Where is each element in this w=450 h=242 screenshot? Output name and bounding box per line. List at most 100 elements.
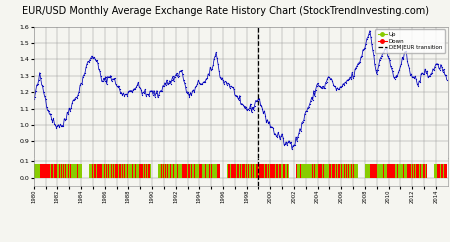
Bar — [255, 165, 256, 178]
Bar — [181, 165, 182, 178]
Bar — [241, 165, 242, 178]
Bar — [135, 165, 136, 178]
Bar — [275, 165, 276, 178]
Bar — [84, 165, 85, 178]
Bar — [58, 165, 59, 178]
Bar — [302, 165, 303, 178]
Bar — [444, 165, 445, 178]
Bar — [234, 165, 235, 178]
Bar — [76, 165, 77, 178]
Bar — [239, 165, 240, 178]
Bar — [62, 165, 63, 178]
Bar — [288, 165, 289, 178]
Bar — [398, 165, 399, 178]
Bar — [371, 165, 372, 178]
Bar — [197, 165, 198, 178]
Bar — [276, 165, 277, 178]
Bar — [299, 165, 300, 178]
Bar — [417, 165, 418, 178]
Bar — [85, 165, 86, 178]
Bar — [157, 165, 158, 178]
Bar — [153, 165, 154, 178]
Bar — [167, 165, 168, 178]
Bar — [131, 165, 132, 178]
Bar — [394, 165, 395, 178]
Bar — [285, 165, 286, 178]
Bar — [186, 165, 187, 178]
Bar — [45, 165, 46, 178]
Bar — [206, 165, 207, 178]
Bar — [188, 165, 189, 178]
Bar — [263, 165, 264, 178]
Bar — [51, 165, 52, 178]
Bar — [268, 165, 269, 178]
Bar — [407, 165, 408, 178]
Bar — [123, 165, 124, 178]
Bar — [42, 165, 43, 178]
Bar — [163, 165, 164, 178]
Bar — [264, 165, 265, 178]
Bar — [44, 165, 45, 178]
Bar — [75, 165, 76, 178]
Bar — [102, 165, 103, 178]
Bar — [319, 165, 320, 178]
Bar — [343, 165, 344, 178]
Bar — [374, 165, 375, 178]
Bar — [169, 165, 170, 178]
Bar — [71, 165, 72, 178]
Bar — [399, 165, 400, 178]
Bar — [49, 165, 50, 178]
Bar — [338, 165, 339, 178]
Bar — [195, 165, 196, 178]
Bar — [436, 165, 437, 178]
Bar — [266, 165, 267, 178]
Bar — [423, 165, 424, 178]
Bar — [196, 165, 197, 178]
Bar — [320, 165, 321, 178]
Bar — [66, 165, 67, 178]
Bar — [54, 165, 55, 178]
Bar — [389, 165, 390, 178]
Bar — [277, 165, 278, 178]
Bar — [272, 165, 273, 178]
Bar — [381, 165, 382, 178]
Bar — [278, 165, 279, 178]
Bar — [332, 165, 333, 178]
Bar — [248, 165, 249, 178]
Bar — [36, 165, 37, 178]
Bar — [256, 165, 257, 178]
Bar — [335, 165, 336, 178]
Bar — [67, 165, 68, 178]
Bar — [388, 165, 389, 178]
Bar — [313, 165, 314, 178]
Bar — [96, 165, 97, 178]
Bar — [37, 165, 38, 178]
Bar — [251, 165, 252, 178]
Bar — [364, 165, 365, 178]
Bar — [219, 165, 220, 178]
Bar — [383, 165, 384, 178]
Bar — [187, 165, 188, 178]
Bar — [140, 165, 141, 178]
Bar — [61, 165, 62, 178]
Bar — [115, 165, 116, 178]
Bar — [110, 165, 111, 178]
Bar — [442, 165, 443, 178]
Bar — [370, 165, 371, 178]
Bar — [78, 165, 79, 178]
Bar — [189, 165, 190, 178]
Bar — [315, 165, 316, 178]
Bar — [107, 165, 108, 178]
Bar — [422, 165, 423, 178]
Bar — [223, 165, 224, 178]
Bar — [133, 165, 134, 178]
Bar — [296, 165, 297, 178]
Bar — [350, 165, 351, 178]
Bar — [124, 165, 125, 178]
Bar — [395, 165, 396, 178]
Bar — [363, 165, 364, 178]
Bar — [416, 165, 417, 178]
Bar — [391, 165, 392, 178]
Bar — [136, 165, 137, 178]
Bar — [368, 165, 369, 178]
